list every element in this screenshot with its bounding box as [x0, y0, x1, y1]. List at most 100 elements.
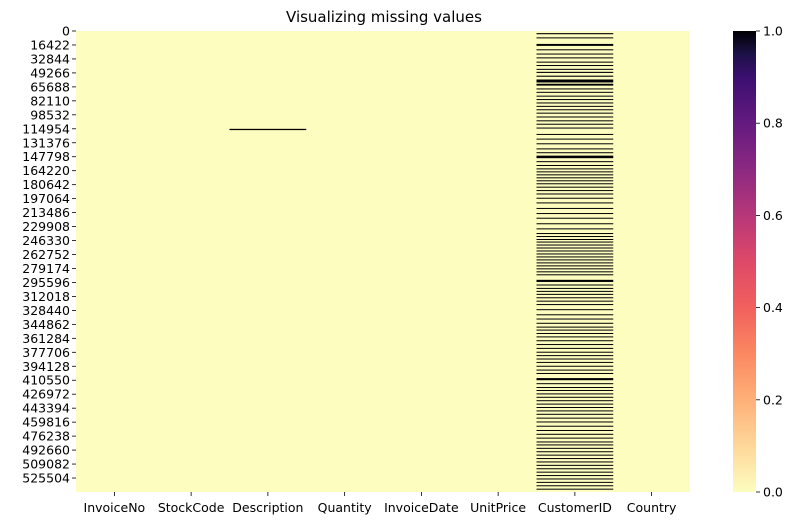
missing-value-cell-customerid — [536, 355, 614, 357]
missing-value-cell-customerid — [536, 105, 614, 107]
missing-value-cell-customerid — [536, 387, 614, 389]
missing-value-cell-customerid — [536, 253, 614, 255]
missing-value-cell-customerid — [536, 417, 614, 419]
y-tick-label: 426972 — [22, 387, 70, 402]
missing-value-cell-customerid — [536, 464, 614, 466]
missing-value-cell-customerid — [536, 180, 614, 182]
missing-value-cell-customerid — [536, 274, 614, 276]
missing-value-cell-customerid — [536, 247, 614, 249]
missing-value-cell-customerid — [536, 314, 614, 316]
missing-value-cell-customerid — [536, 109, 614, 111]
y-tick-label: 361284 — [22, 331, 70, 346]
y-tick-label: 377706 — [22, 345, 70, 360]
y-tick-label: 164220 — [22, 163, 70, 178]
y-tick-label: 312018 — [22, 289, 70, 304]
missing-value-cell-customerid — [536, 244, 614, 246]
missing-value-cell-customerid — [536, 123, 614, 125]
missing-value-cell-customerid — [536, 287, 614, 289]
missing-value-cell-customerid — [536, 444, 614, 446]
missing-value-cell-customerid — [536, 241, 614, 243]
missing-value-cell-customerid — [536, 83, 614, 86]
x-tick-label: CustomerID — [538, 500, 612, 515]
missing-value-cell-customerid — [536, 193, 614, 195]
missing-value-cell-customerid — [536, 61, 614, 63]
missing-value-cell-customerid — [536, 433, 614, 435]
missing-value-cell-customerid — [536, 102, 614, 104]
y-tick-label: 279174 — [22, 261, 70, 276]
missing-value-cell-customerid — [536, 202, 614, 204]
missing-value-cell-customerid — [536, 358, 614, 360]
y-tick-label: 131376 — [22, 135, 70, 150]
missing-value-cell-customerid — [536, 186, 614, 188]
missing-value-cell-customerid — [536, 79, 614, 83]
missing-value-cell-customerid — [536, 475, 614, 477]
y-tick-label: 82110 — [30, 93, 70, 108]
missing-value-cell-customerid — [536, 174, 614, 176]
missing-value-cell-customerid — [536, 164, 614, 166]
missing-value-cell-customerid — [536, 326, 614, 328]
missing-value-cell-customerid — [536, 183, 614, 185]
missing-value-cell-customerid — [536, 217, 614, 219]
y-tick-label: 476238 — [22, 429, 70, 444]
y-tick-label: 114954 — [22, 121, 70, 136]
missing-value-cell-customerid — [536, 372, 614, 374]
missing-value-cell-customerid — [536, 329, 614, 331]
missing-value-cell-description — [229, 128, 307, 131]
missing-value-cell-customerid — [536, 155, 614, 159]
colorbar-tick-label: 0.4 — [763, 300, 783, 315]
y-axis: 0164223284449266656888211098532114954131… — [22, 24, 76, 486]
missing-value-cell-customerid — [536, 259, 614, 261]
missing-value-cell-customerid — [536, 120, 614, 122]
y-tick-label: 32844 — [30, 51, 70, 66]
x-tick-label: InvoiceNo — [84, 500, 146, 515]
chart-title: Visualizing missing values — [286, 8, 482, 26]
missing-value-cell-customerid — [536, 75, 614, 77]
missing-value-cell-customerid — [536, 332, 614, 334]
missing-value-cell-customerid — [536, 223, 614, 225]
x-axis: InvoiceNo StockCode Description Quantity Inv… — [84, 492, 677, 515]
missing-value-cell-customerid — [536, 485, 614, 487]
missing-value-cell-customerid — [536, 407, 614, 409]
missing-value-cell-customerid — [536, 171, 614, 173]
missing-value-cell-customerid — [536, 297, 614, 299]
missing-value-cell-customerid — [536, 138, 614, 140]
missing-value-cell-customerid — [536, 271, 614, 273]
missing-value-cell-customerid — [536, 43, 614, 46]
missing-value-cell-customerid — [536, 488, 614, 490]
missing-value-cell-customerid — [536, 451, 614, 453]
missing-value-cell-customerid — [536, 284, 614, 286]
y-tick-label: 295596 — [22, 275, 70, 290]
missing-value-cell-customerid — [536, 471, 614, 473]
heatmap-background — [76, 31, 690, 492]
y-tick-label: 197064 — [22, 191, 70, 206]
missing-value-cell-customerid — [536, 369, 614, 371]
colorbar-tick-label: 1.0 — [763, 24, 783, 39]
missing-value-cell-customerid — [536, 481, 614, 483]
missing-value-cell-customerid — [536, 65, 614, 67]
heatmap-area — [76, 31, 690, 492]
missing-value-cell-customerid — [536, 437, 614, 439]
missing-value-cell-customerid — [536, 290, 614, 292]
y-tick-label: 16422 — [30, 37, 70, 52]
x-tick-label: Country — [627, 500, 677, 515]
missing-value-cell-customerid — [536, 468, 614, 470]
missing-value-cell-customerid — [536, 403, 614, 405]
missing-value-cell-customerid — [536, 213, 614, 215]
missing-value-cell-customerid — [536, 318, 614, 320]
missing-value-cell-customerid — [536, 88, 614, 90]
missing-value-cell-customerid — [536, 233, 614, 235]
missing-value-cell-customerid — [536, 265, 614, 267]
missing-value-cell-customerid — [536, 207, 614, 209]
y-tick-label: 410550 — [22, 373, 70, 388]
x-tick-label: InvoiceDate — [384, 500, 459, 515]
y-tick-label: 344862 — [22, 317, 70, 332]
missing-value-cell-customerid — [536, 95, 614, 97]
missing-value-cell-customerid — [536, 236, 614, 238]
missing-value-cell-customerid — [536, 478, 614, 480]
colorbar-tick-label: 0.0 — [763, 485, 783, 500]
missing-value-cell-customerid — [536, 112, 614, 114]
y-tick-label: 49266 — [30, 65, 70, 80]
missing-value-cell-customerid — [536, 168, 614, 170]
missing-value-cell-customerid — [536, 396, 614, 398]
missing-value-cell-customerid — [536, 344, 614, 346]
